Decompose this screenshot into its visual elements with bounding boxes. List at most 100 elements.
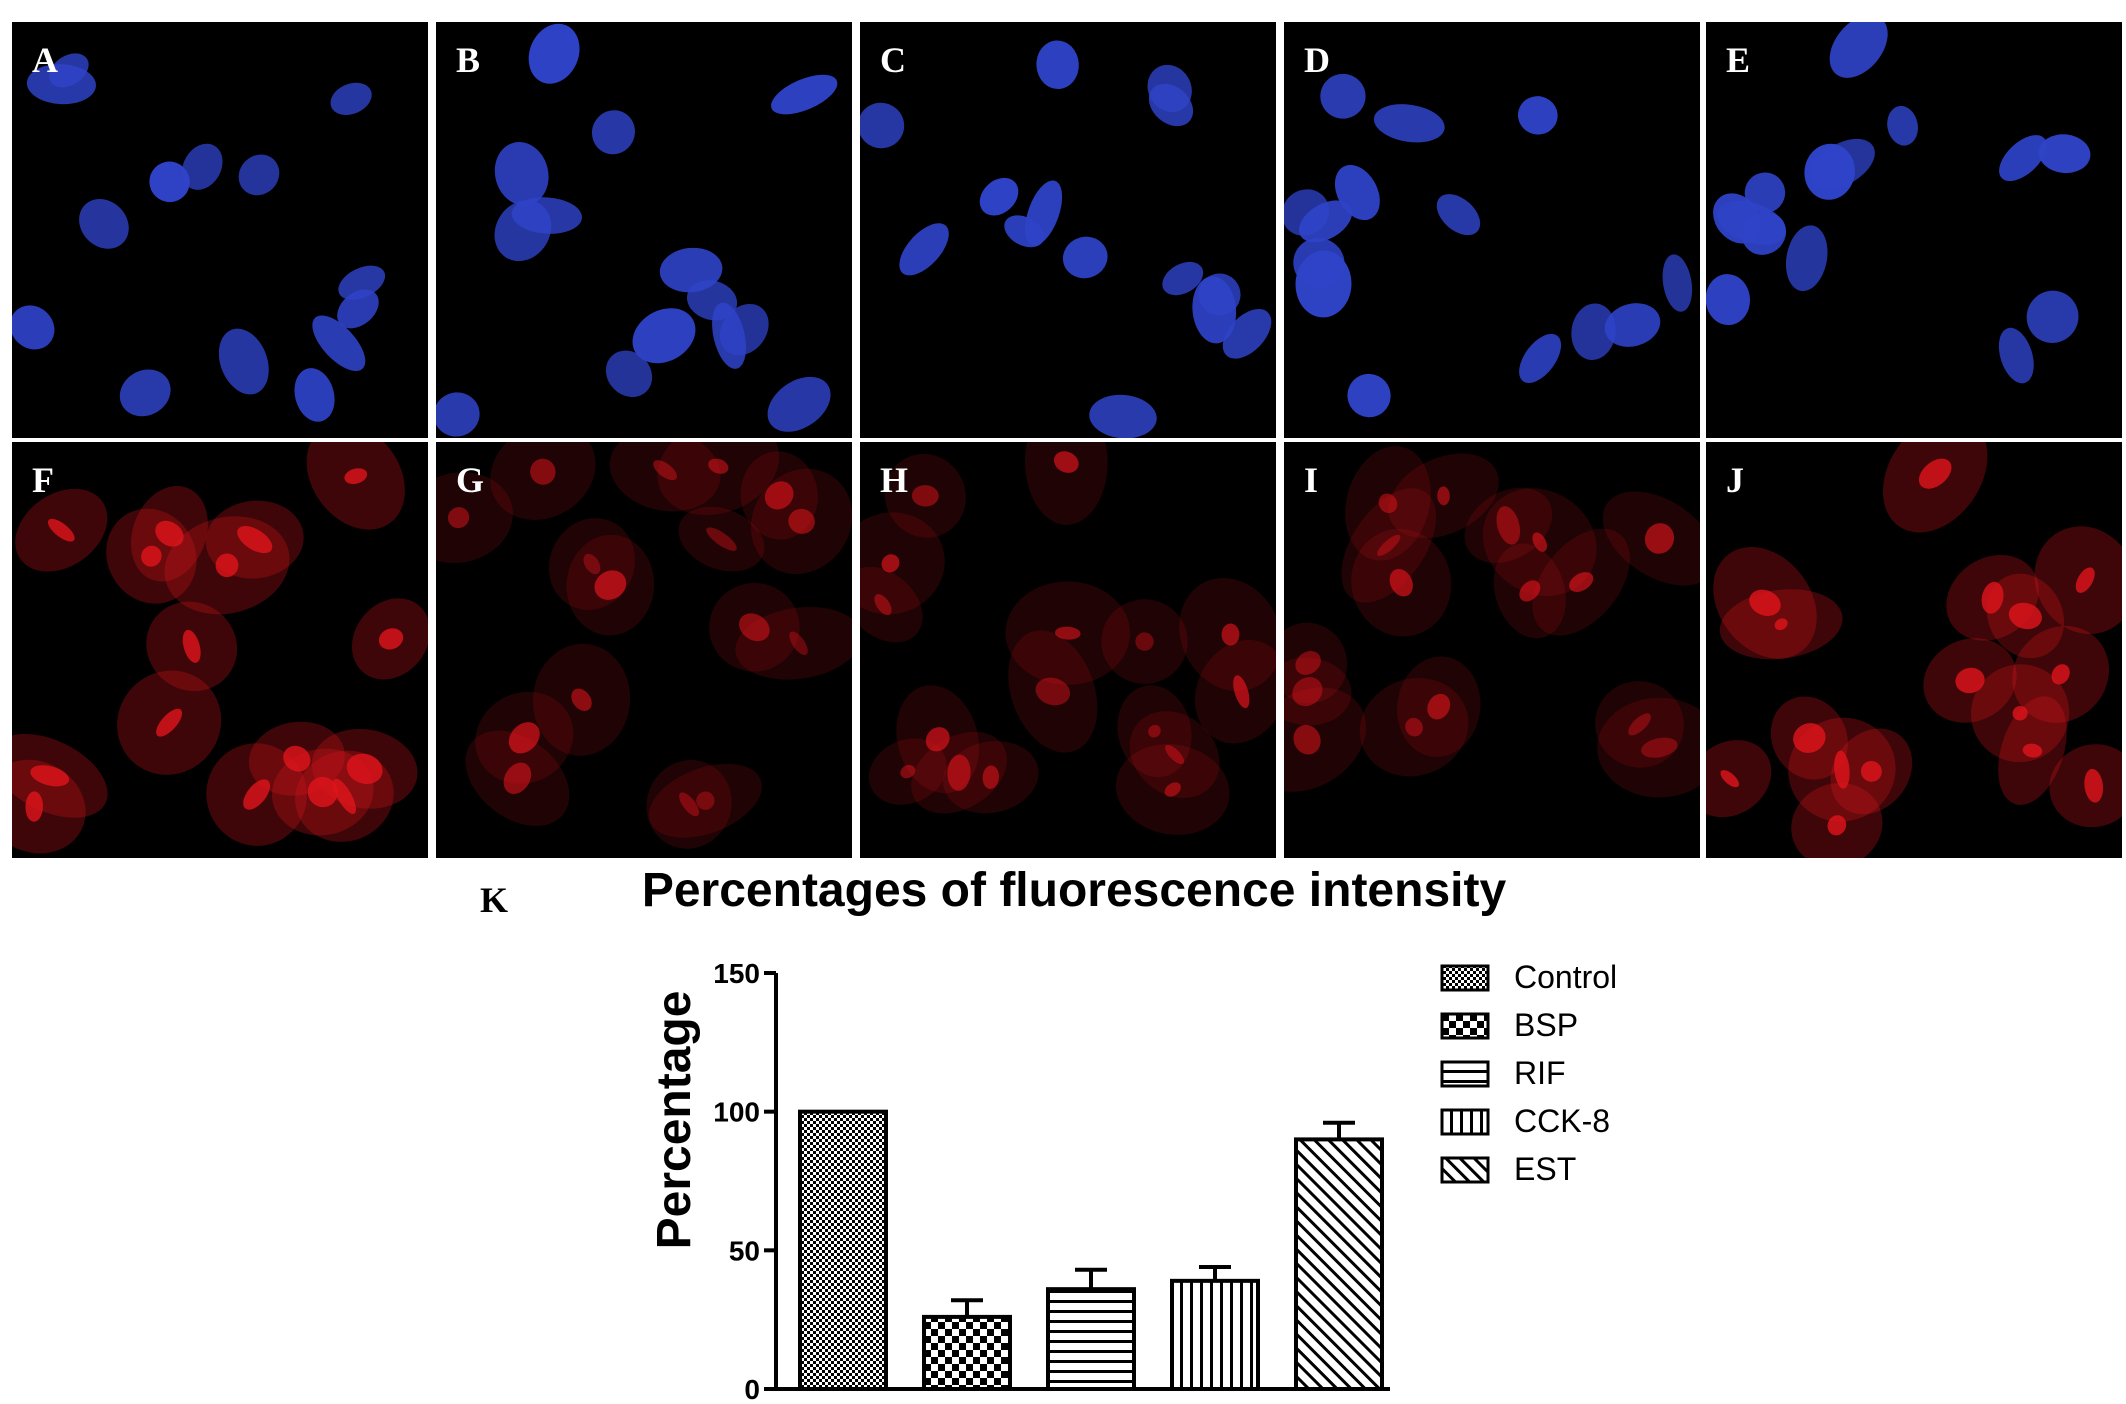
nucleus-blob <box>337 289 379 329</box>
fluorescence-blob <box>2008 602 2042 630</box>
fluorescence-blob <box>1233 675 1250 709</box>
nucleus-blob <box>1147 64 1192 113</box>
nucleus-blob <box>1320 73 1366 119</box>
micrograph-image <box>860 442 1276 858</box>
nucleus-blob <box>1089 394 1157 438</box>
nucleus-blob <box>632 308 696 364</box>
legend-label: BSP <box>1514 1007 1578 1043</box>
chart-title: Percentages of fluorescence intensity <box>642 864 1507 917</box>
panel-label-a: A <box>32 40 58 80</box>
y-tick-label: 150 <box>713 958 760 989</box>
nucleus-blob <box>218 328 269 395</box>
fluorescence-blob <box>243 779 271 810</box>
nucleus-blob <box>1662 254 1693 312</box>
nucleus-blob <box>49 53 89 88</box>
nucleus-blob <box>860 102 905 149</box>
nucleus-blob <box>1717 200 1786 245</box>
fluorescence-blob <box>1292 677 1323 707</box>
micrograph-image <box>1284 22 1700 438</box>
fluorescence-blob <box>1437 486 1450 506</box>
fluorescence-blob <box>1918 458 1952 489</box>
nucleus-blob <box>1334 164 1380 221</box>
bar-cck-8 <box>1170 1278 1260 1391</box>
y-tick-label: 50 <box>729 1235 760 1266</box>
fluorescence-blob <box>1793 723 1826 753</box>
nucleus-blob <box>1347 373 1391 418</box>
legend-swatch <box>1440 1108 1490 1136</box>
fluorescence-blob <box>2022 743 2043 758</box>
nucleus-blob <box>767 376 831 432</box>
fluorescence-blob <box>1720 770 1740 788</box>
fluorescence-blob <box>1389 568 1413 597</box>
fluorescence-blob <box>1148 724 1161 738</box>
nucleus-blob <box>1804 143 1855 200</box>
bar-rif <box>1046 1287 1136 1391</box>
fluorescence-blob <box>1532 532 1547 552</box>
fluorescence-blob <box>503 762 532 795</box>
fluorescence-blob <box>1135 632 1154 651</box>
nucleus-blob <box>338 265 386 300</box>
nucleus-blob <box>79 198 129 249</box>
micrograph-panel-b: B <box>436 22 852 438</box>
fluorescence-blob <box>653 460 677 481</box>
micrograph-panel-a: A <box>12 22 428 438</box>
nucleus-blob <box>436 392 480 437</box>
nucleus-blob <box>605 350 653 398</box>
fluorescence-blob <box>47 518 75 542</box>
panel-label-h: H <box>880 460 909 500</box>
legend-swatch <box>1440 1156 1490 1184</box>
fluorescence-blob <box>2075 567 2095 593</box>
fluorescence-blob <box>764 481 794 510</box>
fluorescence-blob <box>215 553 239 578</box>
micrograph-image <box>436 22 852 438</box>
fluorescence-blob <box>1628 713 1651 736</box>
nucleus-blob <box>979 177 1019 216</box>
fluorescence-blob <box>2012 706 2028 721</box>
legend-swatch <box>1440 964 1490 992</box>
micrograph-image <box>1284 442 1700 858</box>
legend-swatch <box>1440 1012 1490 1040</box>
nucleus-blob <box>2026 290 2079 343</box>
fluorescence-blob <box>141 545 162 567</box>
fluorescence-blob <box>508 722 540 754</box>
nucleus-blob <box>494 200 552 262</box>
micrograph-panel-i: I <box>1284 442 1700 858</box>
nucleus-blob <box>1293 237 1345 289</box>
fluorescence-blob <box>1827 815 1847 836</box>
micrograph-panel-g: G <box>436 442 852 858</box>
fluorescence-blob <box>1644 523 1675 554</box>
nucleus-blob <box>899 223 949 276</box>
y-tick-label: 100 <box>713 1097 760 1128</box>
bar-chart-k: K Percentages of fluorescence intensity … <box>480 864 1617 1404</box>
fluorescence-blob <box>1295 651 1321 675</box>
fluorescence-blob <box>1377 534 1401 556</box>
fluorescence-blob <box>283 745 311 772</box>
fluorescence-blob <box>2084 768 2104 803</box>
fluorescence-blob <box>1405 717 1423 737</box>
nucleus-blob <box>330 82 372 115</box>
y-tick-label: 0 <box>744 1374 760 1404</box>
nucleus-blob <box>1604 303 1661 347</box>
micrograph-panel-e: E <box>1706 22 2122 438</box>
nucleus-blob <box>149 161 190 203</box>
fluorescence-blob <box>346 753 383 785</box>
nucleus-blob <box>1571 303 1616 361</box>
fluorescence-blob <box>156 708 183 737</box>
nucleus-blob <box>1744 172 1786 214</box>
micrograph-image <box>1706 442 2122 858</box>
fluorescence-blob <box>947 754 971 791</box>
panel-label-c: C <box>880 40 906 80</box>
fluorescence-blob <box>237 525 273 554</box>
fluorescence-blob <box>447 507 470 529</box>
nucleus-blob <box>1298 200 1353 243</box>
bar-est <box>1294 1137 1384 1391</box>
micrograph-image <box>1706 22 2122 438</box>
fluorescence-blob <box>1774 618 1788 631</box>
micrograph-image <box>436 442 852 858</box>
nucleus-blob <box>1036 40 1079 90</box>
panel-label-b: B <box>456 40 481 80</box>
bar-bsp <box>922 1314 1012 1392</box>
micrograph-image <box>860 22 1276 438</box>
fluorescence-blob <box>789 631 808 656</box>
panel-label-e: E <box>1726 40 1751 80</box>
